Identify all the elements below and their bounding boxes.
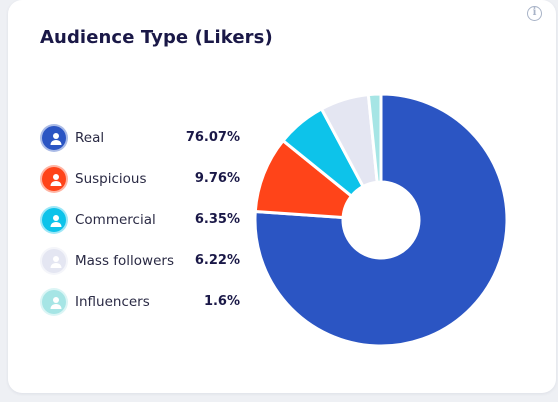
info-icon[interactable]: i [527,6,542,21]
legend-value: 1.6% [203,294,240,309]
legend-item: Real 76.07% [40,124,250,165]
user-icon [40,247,68,275]
audience-type-card: Audience Type (Likers) i Real 76.07% Sus… [8,0,556,393]
legend-label: Commercial [75,212,156,228]
legend-value: 6.35% [194,212,240,227]
donut-slice-influencers[interactable] [366,93,383,184]
chart-legend: Real 76.07% Suspicious 9.76% Commercial … [40,124,250,329]
legend-item: Suspicious 9.76% [40,165,250,206]
legend-item: Influencers 1.6% [40,288,250,329]
user-icon [40,288,68,316]
user-icon [40,124,68,152]
user-icon [40,165,68,193]
donut-chart [253,93,509,348]
legend-label: Mass followers [75,253,174,269]
legend-item: Commercial 6.35% [40,206,250,247]
legend-label: Influencers [75,294,150,310]
card-title: Audience Type (Likers) [40,27,273,48]
legend-value: 76.07% [185,130,240,145]
legend-label: Real [75,130,105,146]
legend-label: Suspicious [75,171,147,187]
user-icon [40,206,68,234]
donut-slice-real[interactable] [253,93,509,348]
legend-value: 9.76% [194,171,240,186]
legend-item: Mass followers 6.22% [40,247,250,288]
legend-value: 6.22% [194,253,240,268]
